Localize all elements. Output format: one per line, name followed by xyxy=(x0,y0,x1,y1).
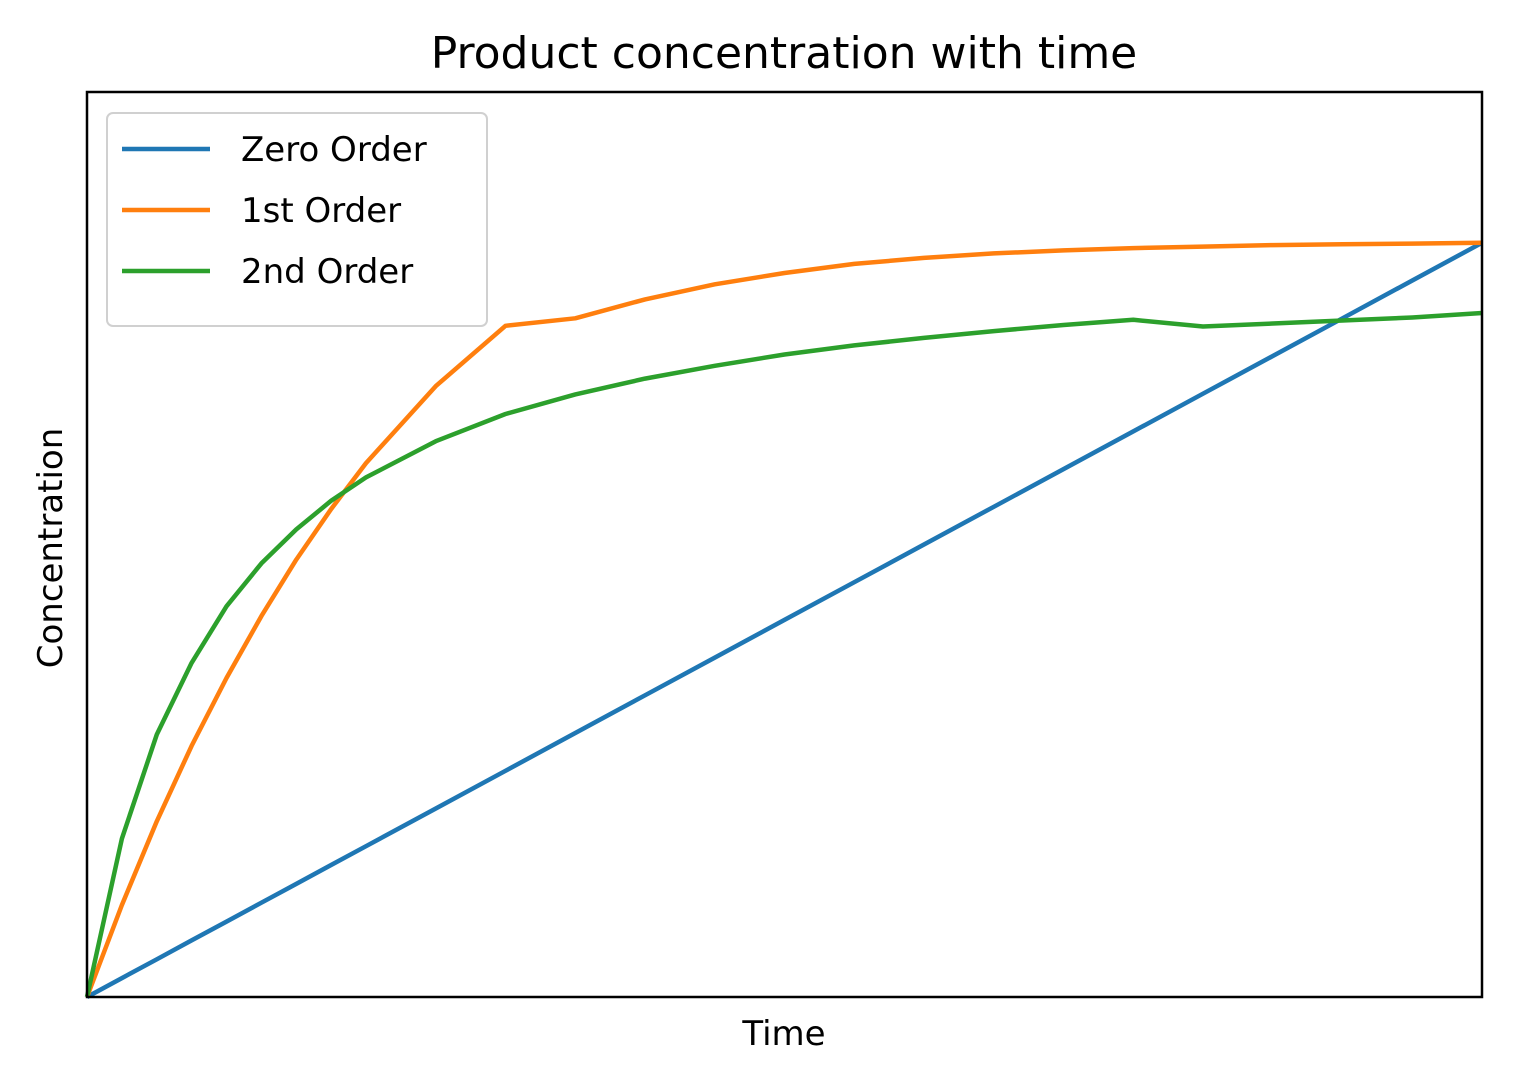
legend-label-1: 1st Order xyxy=(241,191,401,231)
series-line-0 xyxy=(85,240,1484,999)
chart-title: Product concentration with time xyxy=(431,28,1138,79)
legend-label-2: 2nd Order xyxy=(241,252,413,292)
plot-frame xyxy=(85,90,1484,999)
y-axis-label: Concentration xyxy=(31,428,71,669)
legend-label-0: Zero Order xyxy=(241,130,427,170)
series-group xyxy=(84,240,1484,999)
x-axis-label: Time xyxy=(741,1014,825,1054)
series-line-2 xyxy=(84,310,1483,998)
legend: Zero Order 1st Order 2nd Order xyxy=(106,112,488,327)
series-line-1 xyxy=(84,240,1483,998)
